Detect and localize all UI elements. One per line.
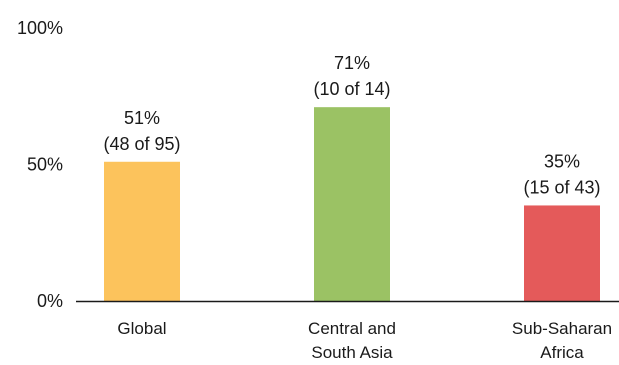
bar-data-label: (10 of 14)	[313, 79, 390, 99]
category-label: Global	[117, 319, 166, 338]
y-tick-label: 100%	[17, 18, 63, 38]
data-labels: 51% (48 of 95) 71% (10 of 14) 35% (15 of 43)	[103, 53, 600, 197]
y-tick-label: 50%	[27, 155, 63, 175]
bar-data-label: (48 of 95)	[103, 134, 180, 154]
bar-data-label: (15 of 43)	[523, 177, 600, 197]
bar	[314, 107, 390, 301]
bars	[104, 107, 600, 301]
bar-data-label: 71%	[334, 53, 370, 73]
category-label: South Asia	[311, 343, 393, 362]
category-labels: Global Central and South Asia Sub-Saharan Af…	[117, 319, 612, 362]
category-label: Africa	[540, 343, 584, 362]
category-label: Sub-Saharan	[512, 319, 612, 338]
bar-data-label: 35%	[544, 151, 580, 171]
y-axis-tick-labels: 0% 50% 100%	[17, 18, 63, 311]
bar-data-label: 51%	[124, 108, 160, 128]
category-label: Central and	[308, 319, 396, 338]
bar	[104, 161, 180, 301]
bar	[524, 205, 600, 301]
y-tick-label: 0%	[37, 291, 63, 311]
